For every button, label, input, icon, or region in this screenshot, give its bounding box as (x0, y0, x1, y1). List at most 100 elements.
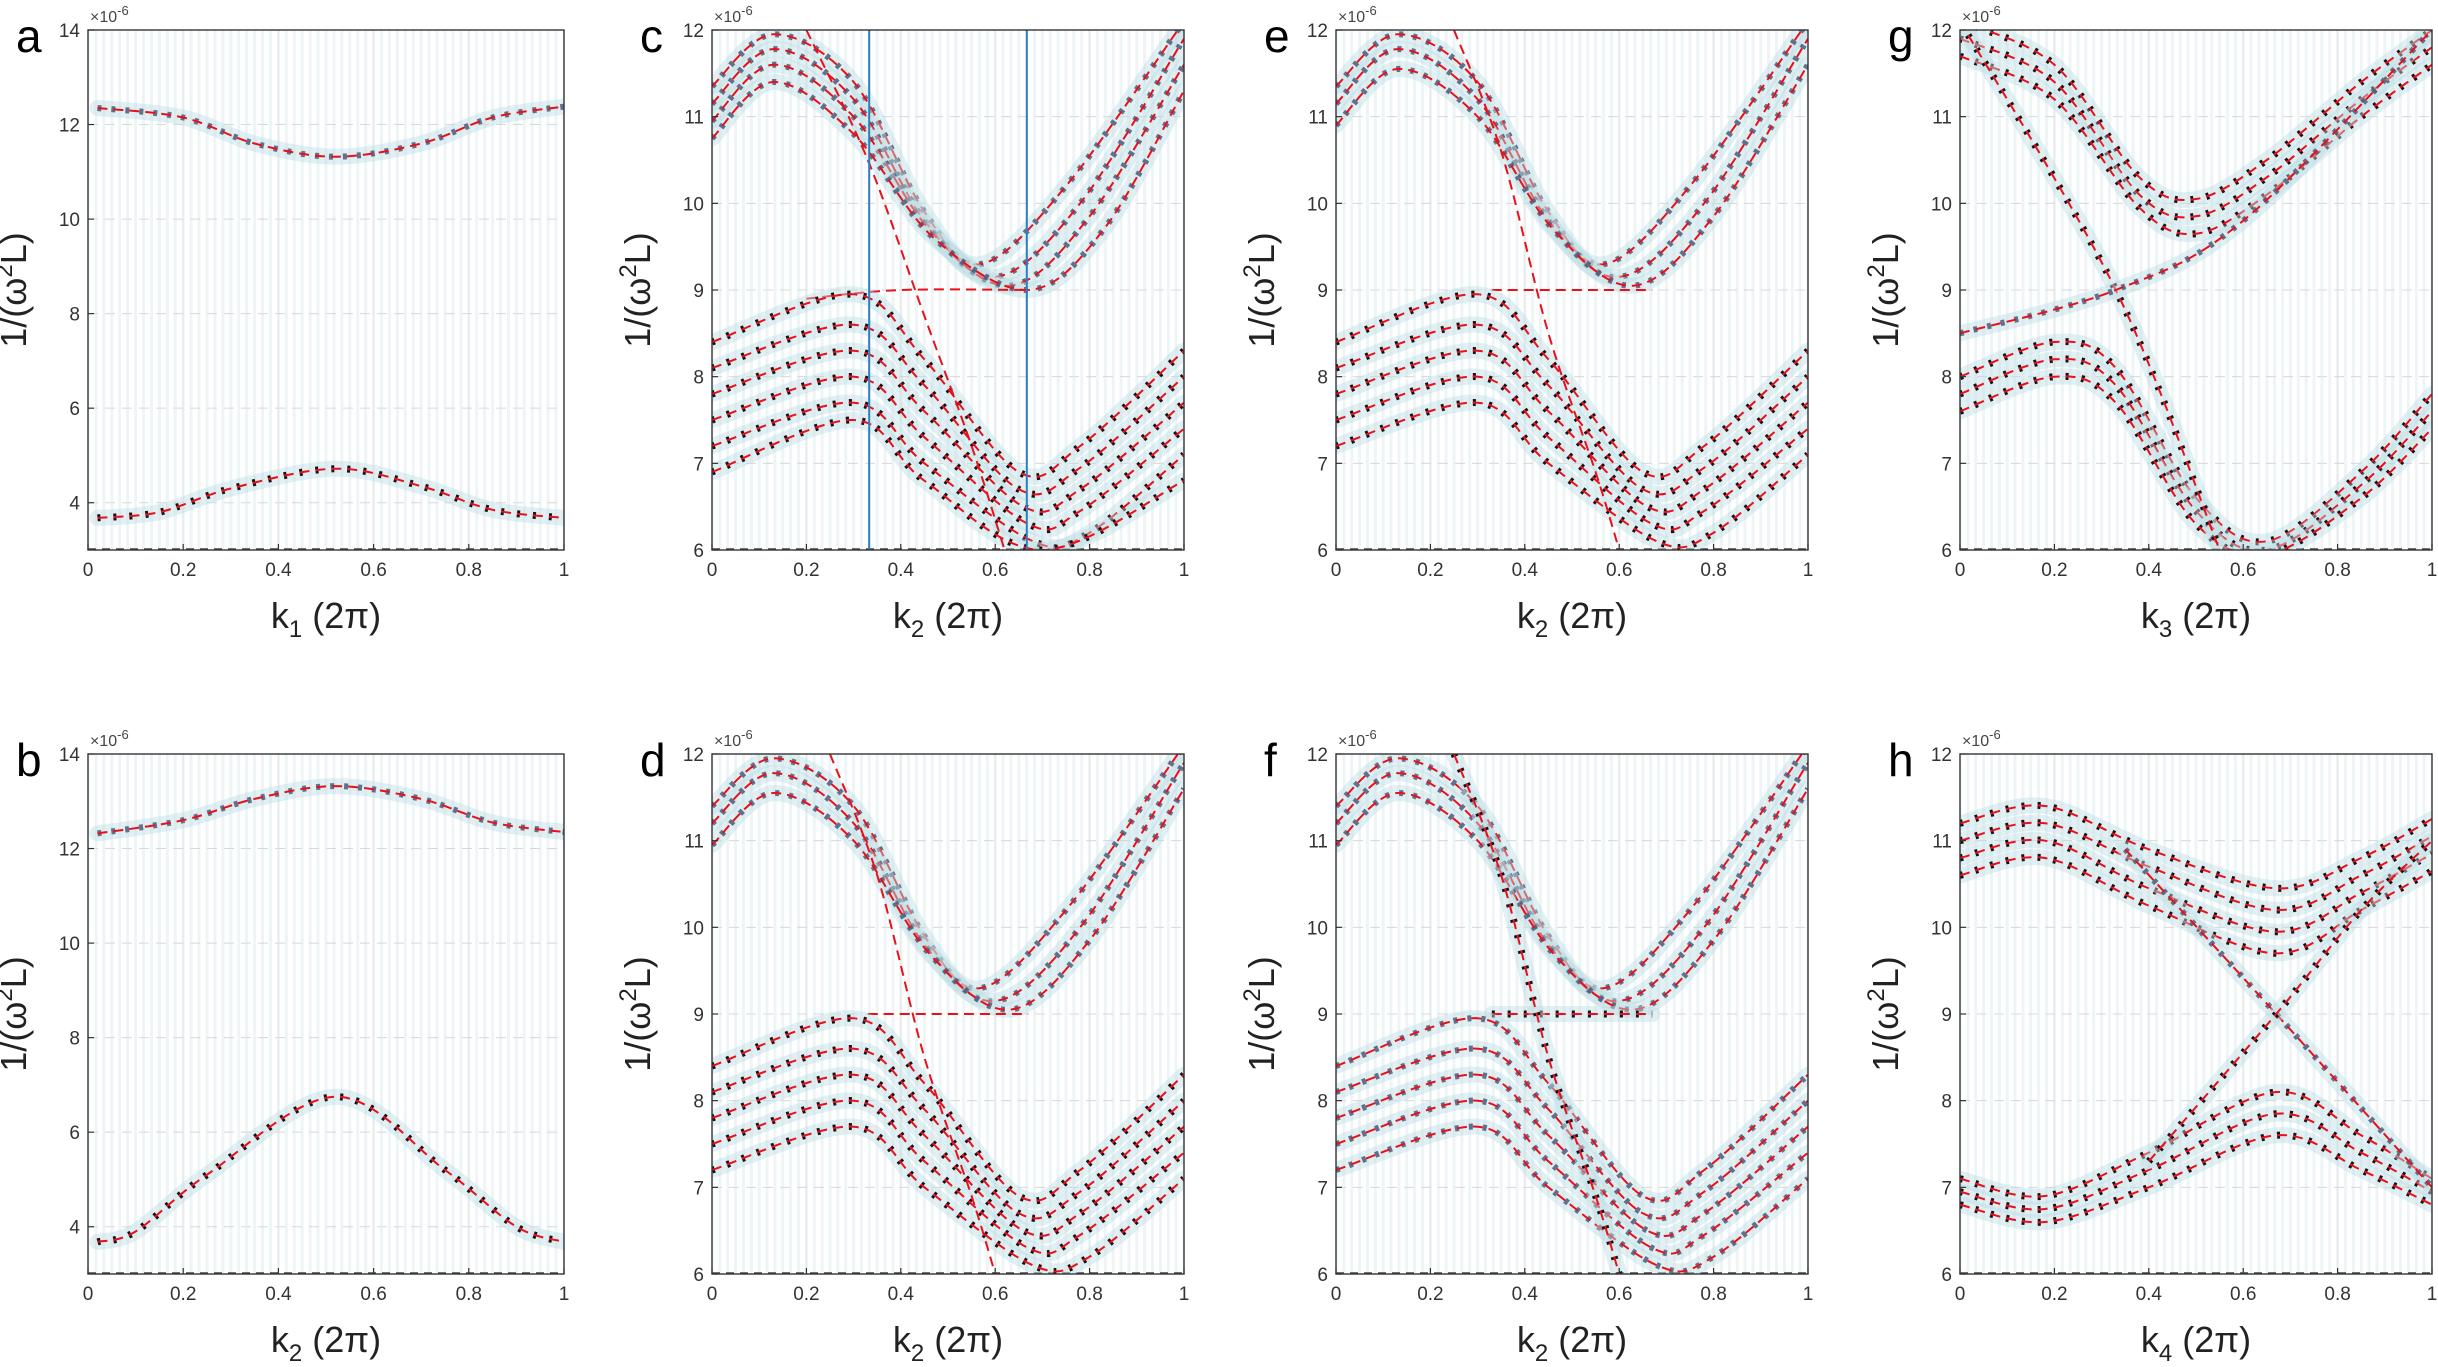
x-tick-label: 0.6 (1606, 1284, 1632, 1305)
y-tick-label: 7 (693, 454, 704, 475)
x-axis-label-sub: 4 (2159, 1340, 2172, 1367)
exponent-base: ×10 (1338, 9, 1365, 26)
y-tick-label: 10 (1307, 194, 1328, 215)
y-tick-label: 9 (1941, 281, 1952, 302)
x-axis-label: k2 (2π) (1517, 1319, 1627, 1367)
x-axis-label-sub: 2 (911, 616, 924, 643)
y-tick-label: 10 (1931, 918, 1952, 939)
series-lower-2 (712, 323, 1184, 496)
y-tick-label: 12 (1307, 745, 1328, 766)
y-tick-label: 12 (1307, 21, 1328, 42)
x-tick-label: 1 (2427, 560, 2438, 581)
x-tick-label: 0.4 (265, 560, 292, 581)
y-tick-label: 6 (1317, 1265, 1328, 1286)
x-axis-label-sub: 2 (289, 1340, 302, 1367)
series-lower-2 (1336, 323, 1808, 496)
exponent-label: ×10-6 (1962, 727, 2001, 750)
y-axis-label: 1/(ω2L) (0, 232, 34, 348)
series-upper-2 (712, 38, 1184, 279)
exponent-base: ×10 (714, 9, 741, 26)
exponent-power: -6 (741, 3, 753, 18)
series-lower-3 (1960, 375, 2432, 550)
y-axis-label-sup: 2 (1239, 988, 1266, 1001)
series-upper-1 (1981, 30, 2432, 202)
x-axis-label-main: k (2141, 595, 2160, 636)
y-tick-label: 4 (69, 494, 80, 515)
y-tick-label: 12 (59, 116, 80, 137)
series-upper-1 (1336, 30, 1804, 266)
series-upper-2 (1960, 37, 2432, 219)
exponent-label: ×10-6 (90, 3, 129, 26)
y-axis-label-main: 1/(ω (1865, 278, 1906, 348)
x-axis-label-main: k (893, 595, 912, 636)
x-tick-label: 0.6 (2230, 1284, 2256, 1305)
x-tick-label: 0.2 (2041, 560, 2067, 581)
x-tick-label: 0.8 (456, 1284, 482, 1305)
x-axis-label-sub: 2 (911, 1340, 924, 1367)
series-lower-5 (1336, 1125, 1808, 1273)
y-tick-label: 14 (59, 21, 81, 42)
series-upper-3 (712, 788, 1184, 1011)
series-lower-4 (712, 375, 1184, 531)
series-upper-2 (1960, 821, 2432, 912)
y-axis-label-end: L) (617, 232, 658, 264)
x-axis-label-main: k (2141, 1319, 2160, 1360)
series-lower-band (97, 1095, 564, 1243)
y-tick-label: 10 (59, 934, 80, 955)
series-lower-5 (1336, 401, 1808, 549)
y-tick-label: 6 (1941, 1265, 1952, 1286)
y-tick-label: 11 (1932, 832, 1952, 853)
x-tick-label: 0.8 (1700, 560, 1726, 581)
x-tick-label: 0.8 (1076, 1284, 1102, 1305)
x-axis-label-unit: (2π) (2172, 595, 2251, 636)
series-lower-3 (1960, 1134, 2432, 1224)
series-lower-2 (1960, 357, 2432, 550)
x-tick-label: 1 (2427, 1284, 2438, 1305)
x-tick-label: 0 (707, 560, 718, 581)
y-tick-label: 12 (683, 745, 704, 766)
x-tick-label: 0.4 (1512, 560, 1539, 581)
series-crossing-mode (1453, 30, 1621, 550)
axes-frame (87, 753, 565, 1275)
y-axis-label-main: 1/(ω (617, 278, 658, 348)
x-tick-label: 0 (707, 1284, 718, 1305)
x-tick-label: 0.4 (888, 560, 915, 581)
y-axis-label: 1/(ω2L) (1863, 232, 1906, 348)
series-group (1336, 30, 1808, 550)
series-lower-1 (712, 1017, 1184, 1202)
y-axis-label-end: L) (1241, 956, 1282, 988)
y-axis-label-main: 1/(ω (0, 1002, 34, 1072)
x-axis-label: k3 (2π) (2141, 595, 2251, 643)
x-tick-label: 1 (1179, 1284, 1190, 1305)
x-tick-label: 0.4 (2136, 560, 2163, 581)
x-tick-label: 1 (1179, 560, 1190, 581)
series-lower-1 (712, 293, 1184, 478)
y-axis-label-main: 1/(ω (1865, 1002, 1906, 1072)
y-tick-label: 7 (1941, 454, 1952, 475)
x-tick-label: 0.8 (1076, 560, 1102, 581)
series-lower-1 (1336, 1017, 1808, 1202)
x-tick-label: 0.8 (1700, 1284, 1726, 1305)
panel-letter: b (16, 734, 42, 786)
exponent-power: -6 (741, 727, 753, 742)
x-tick-label: 0 (1955, 1284, 1966, 1305)
x-tick-label: 0.4 (265, 1284, 292, 1305)
x-tick-label: 0.6 (360, 1284, 386, 1305)
exponent-label: ×10-6 (1338, 727, 1377, 750)
y-tick-label: 8 (693, 368, 704, 389)
x-axis-label-sub: 2 (1535, 616, 1548, 643)
x-tick-label: 1 (559, 560, 570, 581)
exponent-base: ×10 (1338, 733, 1365, 750)
y-tick-label: 7 (693, 1178, 704, 1199)
series-lower-4 (1336, 375, 1808, 531)
y-tick-label: 12 (1931, 21, 1952, 42)
x-axis-label-main: k (271, 595, 290, 636)
panel-letter: f (1264, 734, 1277, 786)
series-upper-3 (1960, 55, 2432, 236)
x-tick-label: 0.2 (2041, 1284, 2067, 1305)
y-tick-label: 14 (59, 745, 81, 766)
